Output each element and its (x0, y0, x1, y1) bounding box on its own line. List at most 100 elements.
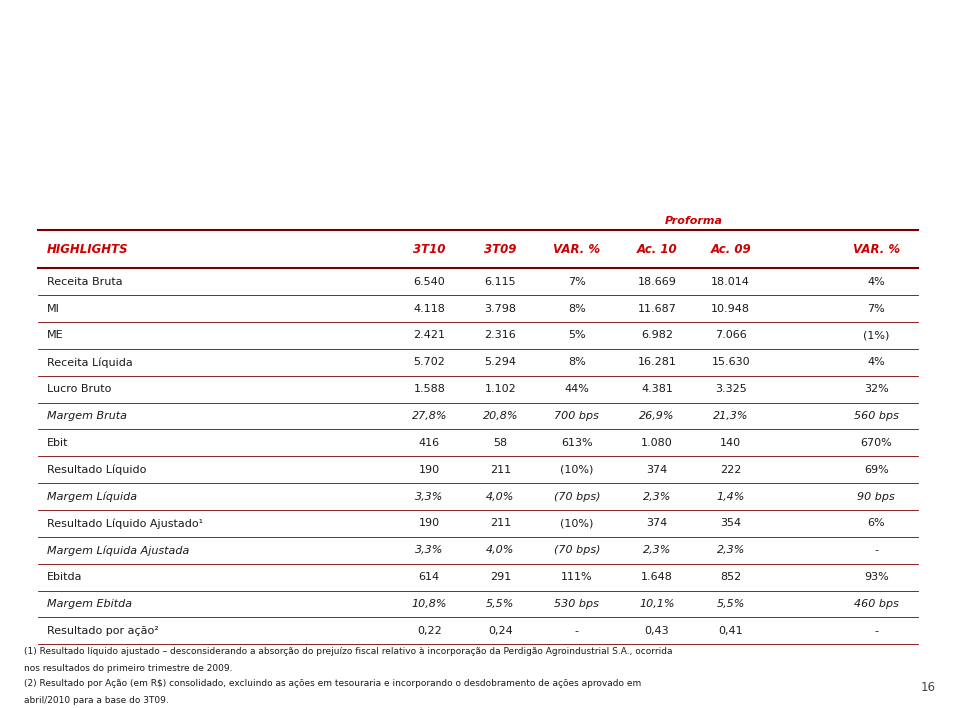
Text: 4%: 4% (868, 277, 885, 287)
Text: 2,3%: 2,3% (643, 545, 671, 555)
Text: 10,8%: 10,8% (412, 599, 447, 609)
Text: Highlights: Highlights (31, 78, 255, 115)
Text: 10,1%: 10,1% (639, 599, 675, 609)
Text: Margem Bruta: Margem Bruta (47, 411, 127, 421)
Text: 3.798: 3.798 (484, 304, 516, 314)
Text: 111%: 111% (561, 572, 592, 582)
Text: 3,3%: 3,3% (415, 545, 444, 555)
Text: Resultado Líquido Ajustado¹: Resultado Líquido Ajustado¹ (47, 518, 203, 529)
Text: 222: 222 (720, 464, 741, 475)
Text: Margem Líquida Ajustada: Margem Líquida Ajustada (47, 545, 189, 556)
Text: 0,24: 0,24 (488, 626, 513, 636)
Text: 1.080: 1.080 (641, 438, 673, 448)
Text: 7%: 7% (568, 277, 586, 287)
Text: Ebit: Ebit (47, 438, 68, 448)
Text: 11.687: 11.687 (637, 304, 677, 314)
Text: 69%: 69% (864, 464, 889, 475)
Text: HIGHLIGHTS: HIGHLIGHTS (47, 243, 129, 256)
Text: 3,3%: 3,3% (415, 491, 444, 501)
Text: VAR. %: VAR. % (852, 243, 900, 256)
Text: 18.669: 18.669 (637, 277, 677, 287)
Text: 26,9%: 26,9% (639, 411, 675, 421)
Text: 670%: 670% (860, 438, 892, 448)
Text: 2,3%: 2,3% (643, 491, 671, 501)
Text: 6.540: 6.540 (414, 277, 445, 287)
Text: 21,3%: 21,3% (713, 411, 749, 421)
Text: Margem Líquida: Margem Líquida (47, 491, 137, 502)
Text: Ebitda: Ebitda (47, 572, 83, 582)
Text: -: - (875, 545, 878, 555)
Text: 852: 852 (720, 572, 741, 582)
Text: 1,4%: 1,4% (716, 491, 745, 501)
Text: Receita Bruta: Receita Bruta (47, 277, 123, 287)
Text: 5,5%: 5,5% (716, 599, 745, 609)
Text: 8%: 8% (568, 304, 586, 314)
Text: 140: 140 (720, 438, 741, 448)
Text: 416: 416 (419, 438, 440, 448)
Text: 5.702: 5.702 (414, 358, 445, 367)
Text: R$ Milhões: R$ Milhões (31, 148, 129, 166)
Text: Receita Líquida: Receita Líquida (47, 357, 132, 367)
Text: 0,43: 0,43 (644, 626, 669, 636)
Text: 4.118: 4.118 (414, 304, 445, 314)
Text: 374: 374 (646, 518, 667, 528)
Text: 614: 614 (419, 572, 440, 582)
Text: (10%): (10%) (560, 518, 593, 528)
Text: 7.066: 7.066 (715, 331, 747, 341)
Text: 291: 291 (490, 572, 511, 582)
Text: 211: 211 (490, 518, 511, 528)
Text: 5.294: 5.294 (484, 358, 516, 367)
Text: 190: 190 (419, 518, 440, 528)
Text: 6%: 6% (868, 518, 885, 528)
Text: 44%: 44% (564, 384, 589, 394)
Text: 374: 374 (646, 464, 667, 475)
Text: 211: 211 (490, 464, 511, 475)
Text: 460 bps: 460 bps (853, 599, 899, 609)
Text: 0,22: 0,22 (417, 626, 442, 636)
Text: 613%: 613% (561, 438, 592, 448)
Text: Lucro Bruto: Lucro Bruto (47, 384, 111, 394)
Text: 58: 58 (493, 438, 507, 448)
Text: (70 bps): (70 bps) (554, 491, 600, 501)
Text: 27,8%: 27,8% (412, 411, 447, 421)
Text: ME: ME (47, 331, 63, 341)
Text: Resultado por ação²: Resultado por ação² (47, 626, 158, 636)
Text: 4,0%: 4,0% (486, 491, 515, 501)
Text: Ac. 09: Ac. 09 (710, 243, 751, 256)
Text: Proforma: Proforma (665, 216, 723, 226)
Text: -: - (875, 626, 878, 636)
Text: 16.281: 16.281 (637, 358, 677, 367)
Text: 93%: 93% (864, 572, 889, 582)
Text: 4.381: 4.381 (641, 384, 673, 394)
Text: 354: 354 (720, 518, 741, 528)
Text: VAR. %: VAR. % (553, 243, 600, 256)
Text: nos resultados do primeiro trimestre de 2009.: nos resultados do primeiro trimestre de … (24, 664, 232, 673)
Text: 1.588: 1.588 (414, 384, 445, 394)
Text: 1.102: 1.102 (485, 384, 516, 394)
Text: 90 bps: 90 bps (857, 491, 895, 501)
Text: (2) Resultado por Ação (em R$) consolidado, excluindo as ações em tesouraria e i: (2) Resultado por Ação (em R$) consolida… (24, 679, 641, 688)
Text: Margem Ebitda: Margem Ebitda (47, 599, 132, 609)
Text: 190: 190 (419, 464, 440, 475)
Text: 10.948: 10.948 (711, 304, 750, 314)
Text: 2.421: 2.421 (414, 331, 445, 341)
Text: 530 bps: 530 bps (554, 599, 599, 609)
Text: 4%: 4% (868, 358, 885, 367)
Text: 3T09: 3T09 (484, 243, 516, 256)
Text: (1%): (1%) (863, 331, 890, 341)
Text: 8%: 8% (568, 358, 586, 367)
Text: (70 bps): (70 bps) (554, 545, 600, 555)
Text: 560 bps: 560 bps (853, 411, 899, 421)
Text: Ac. 10: Ac. 10 (636, 243, 677, 256)
Text: MI: MI (47, 304, 60, 314)
Text: abril/2010 para a base do 3T09.: abril/2010 para a base do 3T09. (24, 696, 169, 705)
Text: 2,3%: 2,3% (716, 545, 745, 555)
Text: 6.982: 6.982 (641, 331, 673, 341)
Text: 32%: 32% (864, 384, 889, 394)
Text: 6.115: 6.115 (485, 277, 516, 287)
Text: -: - (575, 626, 579, 636)
Text: 3.325: 3.325 (715, 384, 747, 394)
Text: (10%): (10%) (560, 464, 593, 475)
Text: 5%: 5% (568, 331, 586, 341)
Text: 7%: 7% (868, 304, 885, 314)
